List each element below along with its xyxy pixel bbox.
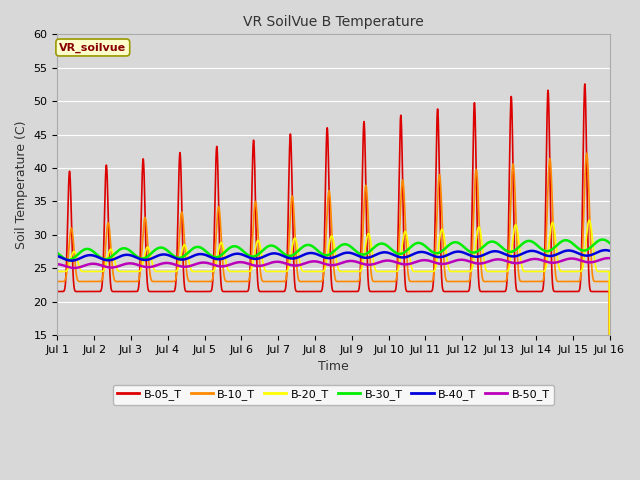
Line: B-20_T: B-20_T <box>58 220 609 335</box>
B-50_T <box>116 263 124 268</box>
Y-axis label: Soil Temperature (C): Soil Temperature (C) <box>15 120 28 249</box>
B-05_T <box>116 288 124 294</box>
X-axis label: Time: Time <box>318 360 349 373</box>
B-50_T <box>70 265 78 271</box>
Text: VR_soilvue: VR_soilvue <box>60 42 126 53</box>
B-40_T <box>116 253 124 259</box>
B-40_T <box>289 256 297 262</box>
B-10_T <box>289 197 297 203</box>
B-30_T <box>289 252 297 258</box>
B-30_T <box>266 243 273 249</box>
B-30_T <box>598 237 606 242</box>
Line: B-40_T: B-40_T <box>58 250 609 261</box>
B-30_T <box>595 238 603 243</box>
B-20_T <box>595 269 603 275</box>
B-05_T <box>289 234 297 240</box>
B-50_T <box>54 261 61 267</box>
B-05_T <box>149 288 157 294</box>
B-20_T <box>265 269 273 275</box>
B-30_T <box>536 244 543 250</box>
B-05_T <box>535 288 543 294</box>
B-40_T <box>605 248 613 253</box>
B-10_T <box>54 278 61 284</box>
B-10_T <box>535 278 543 284</box>
B-20_T <box>289 240 297 245</box>
B-10_T <box>595 278 603 284</box>
B-40_T <box>536 250 543 256</box>
B-50_T <box>150 264 157 269</box>
B-50_T <box>605 255 612 261</box>
B-30_T <box>116 246 124 252</box>
B-30_T <box>150 249 157 254</box>
B-40_T <box>266 252 273 257</box>
B-10_T <box>265 278 273 284</box>
B-20_T <box>116 269 124 275</box>
B-10_T <box>116 278 124 284</box>
B-20_T <box>605 332 613 338</box>
B-05_T <box>605 332 613 338</box>
B-20_T <box>535 269 543 275</box>
Line: B-50_T: B-50_T <box>58 258 609 268</box>
B-10_T <box>583 150 591 156</box>
B-40_T <box>54 253 61 259</box>
B-10_T <box>605 332 613 338</box>
B-30_T <box>605 240 613 246</box>
B-05_T <box>595 288 603 294</box>
B-20_T <box>586 217 593 223</box>
Title: VR SoilVue B Temperature: VR SoilVue B Temperature <box>243 15 424 29</box>
B-40_T <box>150 255 157 261</box>
B-05_T <box>265 288 273 294</box>
Legend: B-05_T, B-10_T, B-20_T, B-30_T, B-40_T, B-50_T: B-05_T, B-10_T, B-20_T, B-30_T, B-40_T, … <box>113 385 554 405</box>
B-30_T <box>54 250 61 256</box>
B-40_T <box>595 249 603 254</box>
B-50_T <box>605 255 613 261</box>
B-30_T <box>65 257 72 263</box>
B-50_T <box>266 261 273 266</box>
Line: B-30_T: B-30_T <box>58 240 609 260</box>
Line: B-10_T: B-10_T <box>58 153 609 335</box>
B-50_T <box>595 257 603 263</box>
B-20_T <box>149 264 157 269</box>
B-05_T <box>581 81 589 87</box>
B-40_T <box>68 258 76 264</box>
B-10_T <box>149 278 157 284</box>
B-50_T <box>536 257 543 263</box>
Line: B-05_T: B-05_T <box>58 84 609 335</box>
B-05_T <box>54 288 61 294</box>
B-50_T <box>289 263 297 268</box>
B-20_T <box>54 269 61 275</box>
B-40_T <box>602 247 609 253</box>
